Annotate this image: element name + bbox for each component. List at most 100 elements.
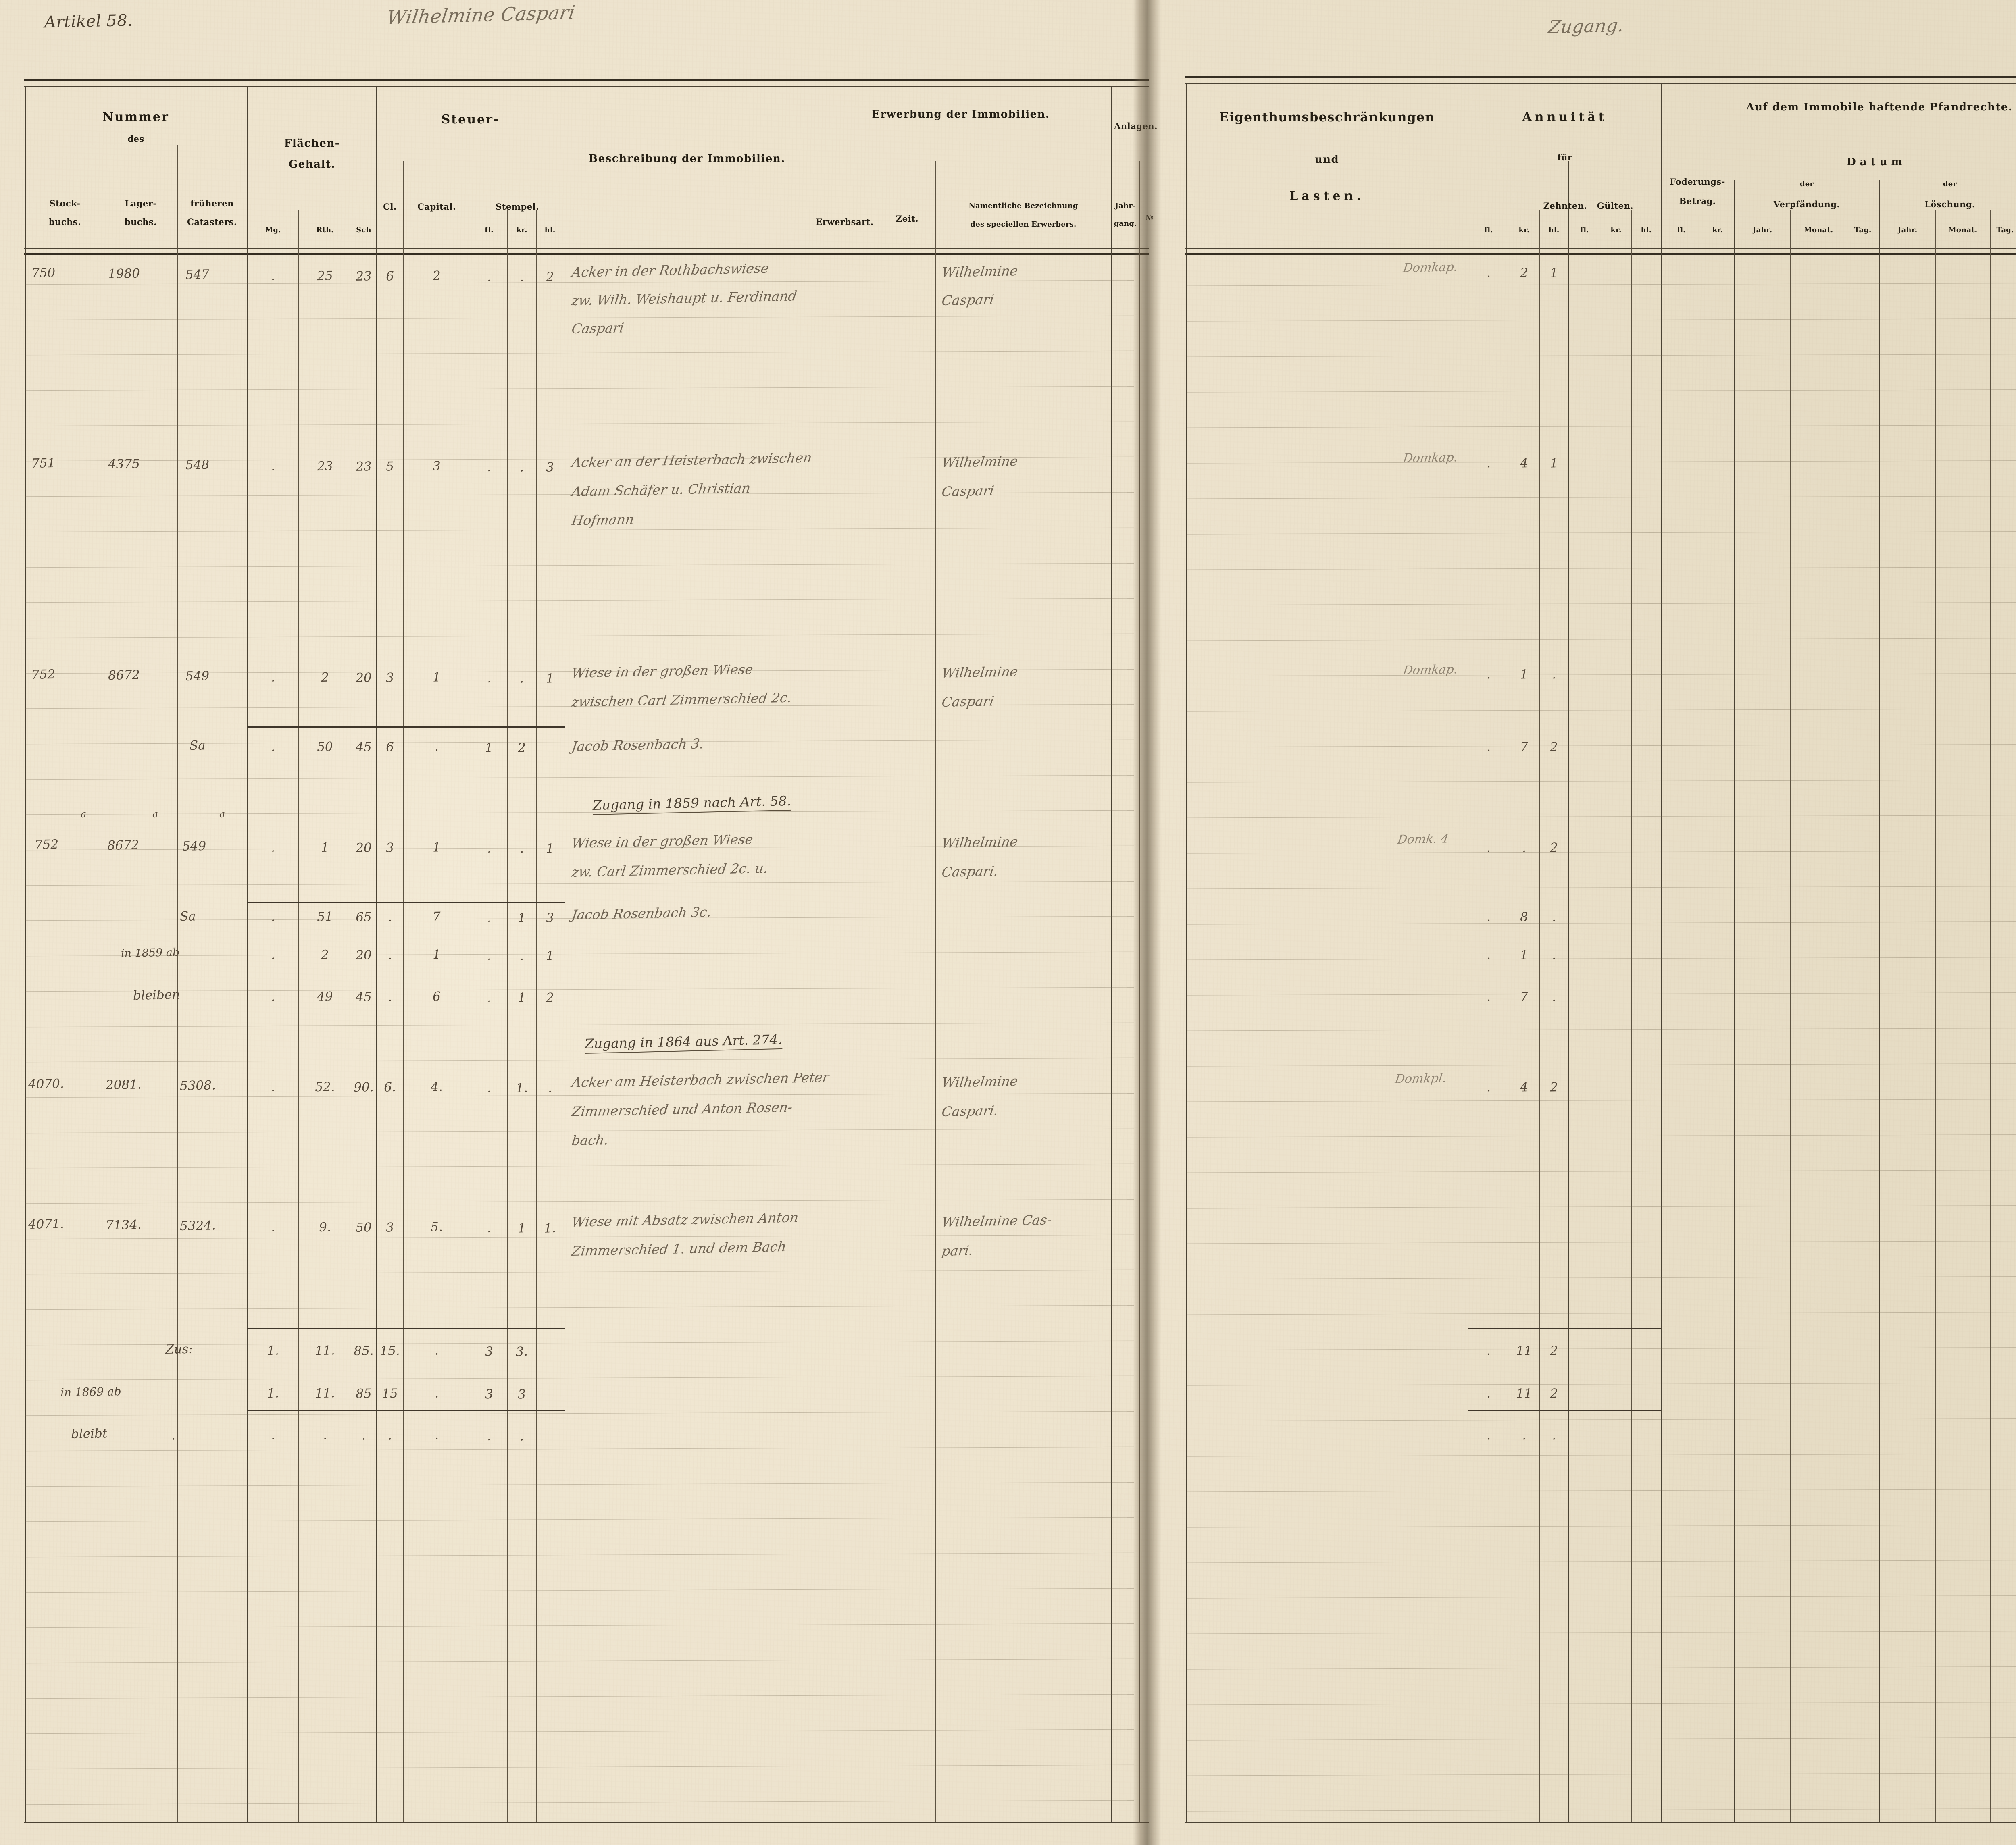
cell-beschreibung-line: Hofmann xyxy=(571,511,635,529)
header-datum: Datum xyxy=(1847,156,1906,168)
cell-sch: 20 xyxy=(355,948,372,963)
cell-stempel-hl: 1 xyxy=(546,949,554,963)
cell-sch: 45 xyxy=(355,740,372,755)
cell-sch: 65 xyxy=(355,910,372,925)
cell-stockbuch: 4071. xyxy=(28,1217,65,1232)
cell-lagerbuch: 7134. xyxy=(105,1217,142,1233)
cell-cl: 6 xyxy=(385,269,394,284)
cell-lagerbuch: 8672 xyxy=(107,838,140,853)
colhdr-mg: Mg. xyxy=(265,226,281,234)
cell-cl: 3 xyxy=(385,840,394,855)
cell-stempel-kr: . xyxy=(519,460,524,475)
cell-z-kr: 7 xyxy=(1520,740,1529,755)
cell-erwerber-line: Wilhelmine xyxy=(941,1073,1019,1091)
colhdr-z-fl: fl. xyxy=(1484,226,1493,234)
cell-z-kr: 2 xyxy=(1520,266,1529,281)
cell-stockbuch: 750 xyxy=(31,265,56,281)
cell-lagerbuch: 1980 xyxy=(108,266,140,281)
colhdr-vp-jahr: Jahr. xyxy=(1752,226,1772,234)
cell-mg: . xyxy=(271,739,275,754)
cell-capital: 1 xyxy=(432,840,441,855)
cell-z-hl: 1 xyxy=(1549,266,1558,281)
cell-beschreibung-line: zwischen Carl Zimmerschied 2c. xyxy=(571,689,793,710)
cell-stempel-fl: 1 xyxy=(485,740,494,755)
cell-sch: 50 xyxy=(355,1220,372,1235)
cell-beschreibung-line: Acker am Heisterbach zwischen Peter xyxy=(571,1069,830,1091)
cell-beschreibung-line: bach. xyxy=(571,1132,610,1149)
colhdr-verpfaendung: Verpfändung. xyxy=(1773,199,1840,209)
cell-cl: . xyxy=(387,948,392,963)
cell-kataster: 549 xyxy=(182,838,206,854)
header-eigenthum-2: und xyxy=(1314,154,1339,166)
right-page: Eigenthumsbeschränkungen und Lasten. Ann… xyxy=(1161,0,2016,1845)
cell-mg: . xyxy=(271,459,275,474)
cell-stempel-hl: 1 xyxy=(546,671,554,686)
cell-stempel-kr: 3 xyxy=(517,1387,526,1402)
cell-z-hl: 2 xyxy=(1549,1386,1558,1401)
cell-mg: 1. xyxy=(267,1343,279,1358)
cell-z-fl: . xyxy=(1486,1343,1491,1358)
cell-erwerber-line: Caspari xyxy=(941,693,995,710)
header-nummer: Nummer xyxy=(102,110,169,124)
cell-stempel-hl: . xyxy=(548,1081,552,1096)
cell-cl: . xyxy=(387,1428,392,1443)
header-flaechen: Flächen- xyxy=(284,137,340,150)
cell-z-kr: 8 xyxy=(1520,910,1529,925)
cell-z-kr: 11 xyxy=(1516,1386,1533,1401)
colhdr-betrag-top: Foderungs- xyxy=(1670,177,1725,187)
colhdr-rth: Rth. xyxy=(316,226,334,234)
colhdr-betrag-bot: Betrag. xyxy=(1679,196,1716,206)
cell-erwerber-line: Wilhelmine xyxy=(941,262,1019,281)
cell-z-kr: . xyxy=(1522,1428,1527,1443)
cell-sch: . xyxy=(361,1428,366,1443)
cell-stempel-kr: . xyxy=(519,671,524,686)
cell-z-hl: . xyxy=(1552,948,1556,963)
cell-stempel-kr: 1 xyxy=(517,1221,526,1236)
colhdr-jahrgang-l-top: Jahr- xyxy=(1115,202,1136,210)
colhdr-kataster-top: früheren xyxy=(190,198,234,208)
colhdr-stempel-fl: fl. xyxy=(485,226,494,234)
cell-mg: . xyxy=(271,989,275,1004)
colhdr-vp-tag: Tag. xyxy=(1854,226,1872,234)
cell-capital: . xyxy=(434,739,439,754)
cell-z-kr: 11 xyxy=(1516,1343,1533,1358)
colhdr-stockbuch-bot: buchs. xyxy=(48,217,81,227)
cell-z-fl: . xyxy=(1486,265,1491,281)
cell-sch: 23 xyxy=(355,269,372,284)
cell-kataster: 5308. xyxy=(179,1078,216,1093)
cell-beschreibung-line: zw. Wilh. Weishaupt u. Ferdinand xyxy=(571,288,798,309)
cell-erwerber-line: Caspari xyxy=(941,483,995,500)
cell-stempel-hl: 3 xyxy=(546,460,554,475)
cell-cl: . xyxy=(387,910,392,925)
cell-z-hl: . xyxy=(1552,990,1556,1005)
colhdr-lo-monat: Monat. xyxy=(1948,226,1978,234)
colhdr-zeit: Zeit. xyxy=(896,214,919,224)
cell-kataster: 5324. xyxy=(179,1218,216,1233)
cell-erwerber-line: Wilhelmine xyxy=(941,453,1019,471)
cell-sum-label: Sa xyxy=(189,738,206,753)
cell-stempel-kr: . xyxy=(519,1429,524,1444)
cell-mg: . xyxy=(271,909,275,924)
cell-lasten: Domkpl. xyxy=(1394,1071,1447,1087)
colhdr-b-fl: fl. xyxy=(1677,226,1686,234)
cell-rth: 25 xyxy=(317,268,333,284)
cell-blank-dot: . xyxy=(171,1428,176,1443)
cell-beschreibung-line: Jacob Rosenbach 3c. xyxy=(571,904,712,923)
colhdr-kataster-bot: Catasters. xyxy=(187,217,237,227)
cell-stempel-kr: . xyxy=(519,949,524,963)
colhdr-capital: Capital. xyxy=(417,202,456,212)
cell-sum-label: bleibt xyxy=(71,1426,108,1441)
colhdr-sch: Sch xyxy=(356,226,371,234)
cell-z-hl: . xyxy=(1552,1428,1556,1443)
cell-z-hl: 2 xyxy=(1549,740,1558,755)
cell-beschreibung-line: Wiese mit Absatz zwischen Anton xyxy=(571,1209,800,1230)
cell-lasten: Domk. 4 xyxy=(1396,832,1450,847)
cell-z-fl: . xyxy=(1486,989,1491,1005)
cell-mg: . xyxy=(271,1220,275,1235)
colhdr-vp-monat: Monat. xyxy=(1804,226,1833,234)
cell-beschreibung-line: Acker an der Heisterbach zwischen xyxy=(571,449,813,471)
cell-cl: 3 xyxy=(385,670,394,685)
cell-mg: . xyxy=(271,1428,275,1443)
cell-stempel-kr: 1 xyxy=(517,990,526,1005)
cell-lasten: Domkap. xyxy=(1402,450,1459,466)
